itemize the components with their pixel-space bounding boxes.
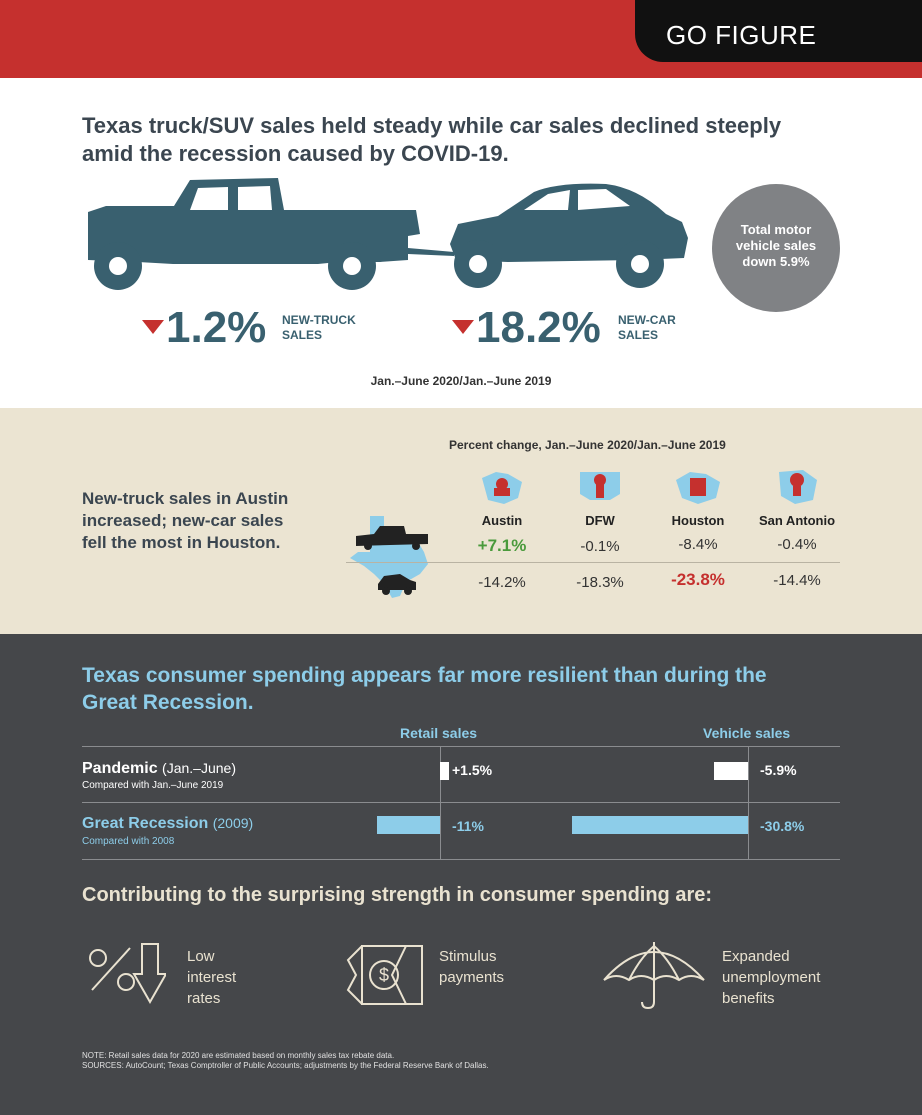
down-arrow-icon (142, 320, 164, 334)
percent-down-icon (89, 943, 166, 1005)
car-change-value: 18.2% (476, 303, 601, 352)
city-name: DFW (585, 513, 615, 528)
pandemic-retail-bar (440, 762, 449, 780)
headline: Texas truck/SUV sales held steady while … (82, 113, 782, 166)
texas-map-icon (350, 516, 428, 598)
houston-car-value: -23.8% (671, 570, 725, 589)
pickup-truck-icon (88, 178, 454, 290)
great-recession-retail-label: -11% (452, 818, 484, 834)
car-icon (378, 574, 416, 595)
great-recession-row-label: Great Recession (2009) (82, 815, 254, 832)
metro-row-divider (346, 562, 840, 563)
table-bottom-rule (82, 859, 840, 860)
san-antonio-truck-value: -0.4% (777, 536, 817, 553)
city-column-dfw: DFW (545, 468, 655, 528)
great-recession-row-sub: Compared with 2008 (82, 836, 175, 847)
source-notes: NOTE: Retail sales data for 2020 are est… (82, 1051, 489, 1070)
stimulus-dollar-icon: $ (346, 945, 423, 1005)
truck-and-car-illustration (88, 178, 688, 290)
city-column-san-antonio: San Antonio (742, 468, 852, 528)
san-antonio-map-icon (779, 470, 817, 504)
car-change-label: NEW-CAR SALES (618, 313, 676, 342)
spending-title: Texas consumer spending appears far more… (82, 664, 767, 714)
table-middle-rule (82, 802, 840, 803)
great-recession-vehicle-label: -30.8% (760, 818, 805, 834)
retail-sales-header: Retail sales (400, 725, 478, 741)
contributor-label-interest: Low interest rates (187, 948, 237, 1007)
vehicle-sales-section: Texas truck/SUV sales held steady while … (0, 78, 922, 408)
dfw-map-icon (580, 472, 620, 500)
pickup-truck-icon (356, 526, 428, 550)
dfw-truck-value: -0.1% (580, 538, 620, 555)
houston-truck-value: -8.4% (678, 536, 718, 553)
dfw-car-value: -18.3% (576, 574, 624, 591)
car-icon (450, 183, 688, 288)
great-recession-retail-bar (377, 816, 440, 834)
city-column-houston: Houston (643, 468, 753, 528)
pandemic-vehicle-bar (714, 762, 748, 780)
city-name: Houston (671, 513, 725, 528)
truck-change-group: 1.2% NEW-TRUCK SALES (142, 306, 402, 350)
austin-truck-value: +7.1% (477, 536, 527, 555)
pandemic-vehicle-label: -5.9% (760, 762, 797, 778)
svg-text:$: $ (379, 965, 389, 985)
down-arrow-icon (452, 320, 474, 334)
contributor-label-unemployment: Expanded unemployment benefits (722, 948, 821, 1007)
truck-change-value: 1.2% (166, 303, 267, 352)
pandemic-row-label: Pandemic (Jan.–June) (82, 760, 236, 777)
vehicle-zero-axis (748, 746, 749, 860)
contributor-label-stimulus: Stimulus payments (439, 948, 505, 986)
total-sales-circle: Total motor vehicle sales down 5.9% (712, 184, 840, 312)
san-antonio-car-value: -14.4% (773, 572, 821, 589)
metro-table-title: Percent change, Jan.–June 2020/Jan.–June… (449, 438, 726, 452)
pandemic-row-sub: Compared with Jan.–June 2019 (82, 780, 224, 791)
retail-zero-axis (440, 746, 441, 860)
metro-section: Percent change, Jan.–June 2020/Jan.–June… (0, 408, 922, 634)
consumer-spending-section: Texas consumer spending appears far more… (0, 634, 922, 1115)
period-note: Jan.–June 2020/Jan.–June 2019 (370, 374, 552, 388)
houston-map-icon (676, 472, 720, 504)
car-change-group: 18.2% NEW-CAR SALES (452, 306, 712, 350)
city-name: Austin (481, 513, 523, 528)
truck-change-label: NEW-TRUCK SALES (282, 313, 356, 342)
metro-lead-text: New-truck sales in Austin increased; new… (82, 489, 289, 552)
austin-map-icon (482, 472, 522, 504)
umbrella-icon (603, 942, 705, 1010)
contributors-title: Contributing to the surprising strength … (82, 884, 713, 906)
great-recession-vehicle-bar (572, 816, 748, 834)
city-name: San Antonio (758, 513, 836, 528)
pandemic-retail-label: +1.5% (452, 762, 493, 778)
table-top-rule (82, 746, 840, 747)
go-figure-tab: GO FIGURE (635, 0, 922, 62)
austin-car-value: -14.2% (478, 574, 526, 591)
city-column-austin: Austin (447, 468, 557, 528)
vehicle-sales-header: Vehicle sales (703, 725, 791, 741)
